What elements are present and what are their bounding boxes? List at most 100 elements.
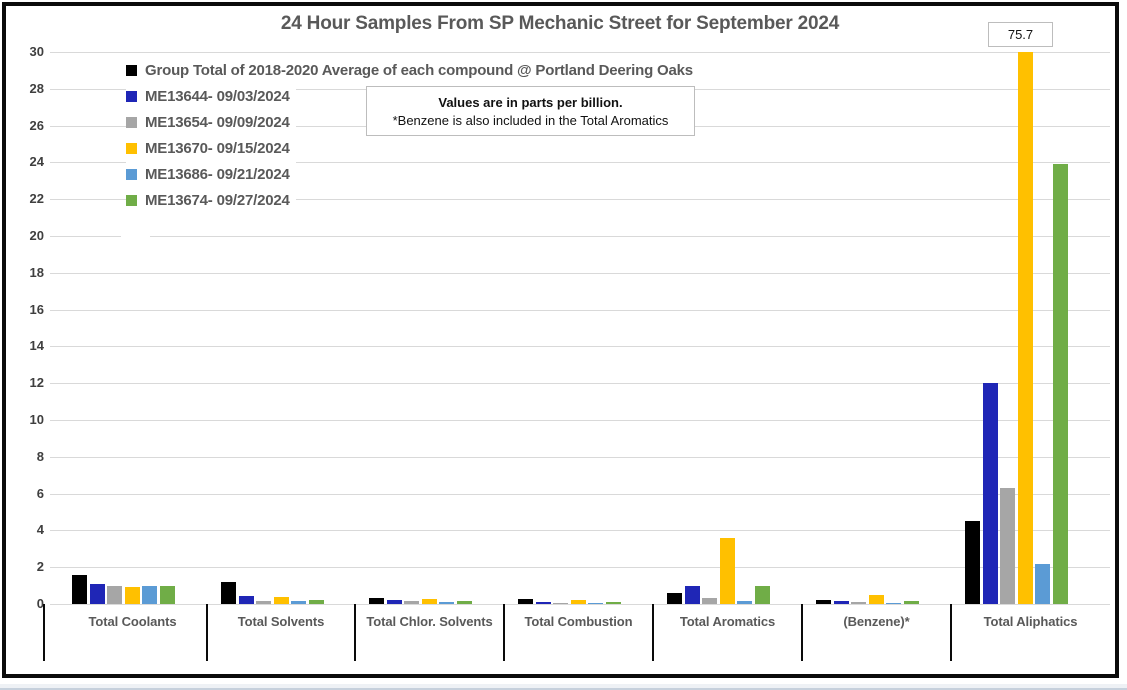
bar <box>1052 164 1068 604</box>
legend-swatch-icon <box>126 116 137 128</box>
bar <box>605 602 621 604</box>
note-box: Values are in parts per billion. *Benzen… <box>366 86 695 136</box>
bar <box>124 586 140 604</box>
category-divider <box>652 604 654 661</box>
bar <box>982 383 998 604</box>
category-divider <box>950 604 952 661</box>
white-patch <box>121 229 150 243</box>
bar <box>72 574 87 604</box>
y-axis-tick-label: 18 <box>29 264 44 280</box>
chart-title: 24 Hour Samples From SP Mechanic Street … <box>280 13 840 34</box>
legend-item: ME13686- 09/21/2024 <box>126 161 296 187</box>
gridline <box>50 346 1110 348</box>
bar <box>89 583 105 604</box>
gridline <box>50 456 1110 458</box>
gridline <box>50 420 1110 421</box>
bar <box>570 600 586 604</box>
gridline <box>50 567 1110 569</box>
x-axis-category-label: Total Aromatics <box>679 614 776 629</box>
legend-item: ME13644- 09/03/2024 <box>126 83 296 109</box>
bar <box>719 537 735 604</box>
category-divider <box>503 604 505 661</box>
x-axis-category-label: Total Chlor. Solvents <box>366 614 493 629</box>
y-axis-tick-label: 14 <box>29 338 44 354</box>
bar <box>1000 488 1015 604</box>
y-axis-tick-label: 26 <box>29 117 44 133</box>
legend-item: ME13654- 09/09/2024 <box>126 109 296 135</box>
legend-swatch-icon <box>126 90 137 102</box>
legend-item-label: ME13670- 09/15/2024 <box>145 139 290 157</box>
y-axis-tick-label: 30 <box>29 44 44 59</box>
clipped-bar-value-label: 75.7 <box>988 22 1053 47</box>
y-axis-tick-label: 2 <box>36 559 44 575</box>
category-divider <box>801 604 803 661</box>
bar <box>535 602 551 604</box>
y-axis-tick-label: 28 <box>29 80 44 96</box>
bar <box>684 585 700 604</box>
bar <box>833 601 849 604</box>
gridline <box>50 199 1110 201</box>
bar <box>1035 563 1050 604</box>
bar <box>702 597 717 604</box>
category-divider <box>354 604 356 661</box>
bar <box>965 521 980 604</box>
x-axis-category-label: (Benzene)* <box>843 614 910 629</box>
bar <box>291 601 306 604</box>
bar <box>456 601 472 604</box>
y-axis-tick-label: 24 <box>29 154 44 170</box>
bar <box>238 595 254 604</box>
x-axis-category-label: Total Coolants <box>88 614 177 629</box>
bar <box>273 596 289 604</box>
bar <box>518 598 533 604</box>
bar <box>221 581 236 604</box>
bar <box>256 601 271 604</box>
bar <box>903 601 919 604</box>
bar <box>308 600 324 604</box>
legend-item: ME13674- 09/27/2024 <box>126 187 296 213</box>
category-divider <box>206 604 208 661</box>
gridline <box>50 530 1110 532</box>
bar <box>369 597 384 604</box>
window-bottom-strip <box>0 684 1127 690</box>
bar <box>588 603 603 604</box>
bar <box>868 594 884 604</box>
bar <box>142 585 157 604</box>
bar <box>851 602 866 604</box>
legend-item-label: ME13674- 09/27/2024 <box>145 191 290 209</box>
bar <box>667 593 682 604</box>
y-axis-tick-label: 0 <box>36 596 44 611</box>
bar <box>886 603 901 604</box>
bar <box>1017 52 1033 604</box>
gridline <box>50 383 1110 385</box>
legend-swatch-icon <box>126 142 137 154</box>
bar <box>816 600 831 604</box>
legend-swatch-icon <box>126 194 137 206</box>
bar <box>754 585 770 604</box>
bar <box>107 585 122 604</box>
gridline <box>50 493 1110 495</box>
legend-swatch-icon <box>126 64 137 76</box>
y-axis-tick-label: 8 <box>36 448 44 464</box>
bar <box>421 599 437 604</box>
gridline <box>50 52 1110 53</box>
y-axis-tick-label: 10 <box>29 412 44 427</box>
gridline <box>50 236 1110 237</box>
y-axis-tick-label: 12 <box>29 375 44 391</box>
legend-item-label: ME13686- 09/21/2024 <box>145 165 290 183</box>
bar <box>553 603 568 604</box>
gridline <box>50 604 1110 605</box>
bar <box>439 601 454 604</box>
y-axis-tick-label: 4 <box>36 522 44 538</box>
y-axis-tick-label: 20 <box>29 228 44 243</box>
x-axis-category-label: Total Solvents <box>237 614 325 629</box>
legend-swatch-icon <box>126 168 137 180</box>
bar <box>404 601 419 604</box>
y-axis-tick-label: 16 <box>29 301 44 317</box>
bar <box>159 585 175 604</box>
legend-item-label: Group Total of 2018-2020 Average of each… <box>145 61 693 79</box>
gridline <box>50 162 1110 164</box>
legend-item: ME13670- 09/15/2024 <box>126 135 296 161</box>
gridline <box>50 272 1110 274</box>
